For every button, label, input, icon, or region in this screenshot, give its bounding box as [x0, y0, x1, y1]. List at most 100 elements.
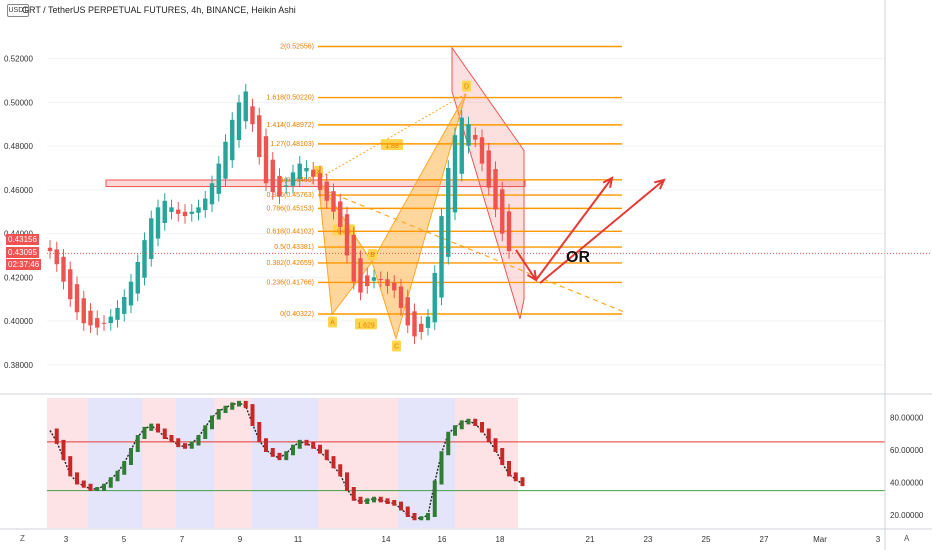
prev-price-label: 0.43156: [6, 234, 39, 245]
osc-bar: [399, 501, 403, 511]
pattern-point-label: C: [394, 344, 399, 351]
candle-body: [358, 258, 363, 293]
osc-bar: [54, 428, 59, 444]
candle-body: [392, 282, 397, 291]
candle-body: [115, 307, 120, 320]
candle-body: [398, 286, 404, 308]
arrow-up-near: [535, 177, 613, 281]
osc-bar: [372, 496, 376, 503]
fib-level-label: 0(0.40322): [280, 311, 314, 318]
osc-band-0: [47, 398, 88, 528]
candle-body: [317, 173, 323, 190]
indicator-background-bands: [47, 398, 518, 528]
candle-body: [473, 135, 478, 140]
arrow-down: [515, 249, 537, 281]
candle-body: [81, 298, 86, 324]
osc-bar: [277, 452, 282, 461]
candle-body: [284, 185, 289, 187]
candle-body: [365, 275, 370, 287]
osc-bar: [61, 439, 66, 461]
oscillator-panel: [47, 400, 885, 521]
candle-body: [493, 169, 498, 210]
osc-bar: [176, 438, 181, 448]
osc-bar: [351, 487, 356, 501]
osc-bar: [331, 456, 336, 469]
osc-bar: [264, 438, 268, 452]
candle-body: [74, 284, 80, 313]
price-tick-label: 0.40000: [4, 317, 33, 326]
candle-body: [169, 207, 174, 212]
osc-bar: [95, 487, 100, 491]
fib-level-label: 0.886(0.45763): [267, 192, 314, 199]
candle-body: [182, 211, 188, 217]
osc-bar: [466, 418, 471, 425]
time-tick-label: 7: [180, 535, 185, 544]
osc-bar: [216, 409, 221, 420]
osc-bar: [183, 443, 187, 449]
candle-body: [250, 106, 255, 125]
pattern-point-label: A: [330, 319, 335, 326]
candle-body: [446, 167, 451, 257]
pattern-ratio-box: [355, 318, 377, 330]
pattern-ratio-box: [333, 224, 355, 236]
pattern-ratio-box: [381, 139, 403, 151]
osc-bar: [507, 461, 511, 477]
osc-bar: [169, 435, 174, 443]
time-tick-label: 16: [438, 535, 447, 544]
osc-bar: [162, 428, 167, 439]
osc-bar: [480, 422, 484, 433]
candle-body: [439, 216, 444, 298]
candle-body: [324, 181, 329, 201]
osc-bar: [486, 428, 491, 443]
fib-level-label: 0.5(0.43381): [274, 244, 314, 251]
auto-scale-toggle[interactable]: A: [904, 534, 910, 543]
candle-body: [88, 310, 93, 326]
osc-bar: [237, 400, 241, 407]
osc-bar: [493, 438, 498, 452]
pattern-bcd: [371, 93, 467, 341]
candle-body: [479, 137, 485, 164]
grid: [47, 58, 885, 366]
osc-band-5: [252, 398, 318, 528]
osc-bar: [378, 496, 383, 503]
osc-band-7: [398, 398, 455, 528]
time-tick-label: 25: [702, 535, 711, 544]
osc-bar: [392, 500, 397, 506]
time-tick-label: 3: [876, 535, 881, 544]
osc-bar: [520, 477, 525, 487]
candle-body: [196, 207, 201, 213]
zoom-toggle[interactable]: Z: [20, 534, 25, 543]
pattern-point-label: B: [370, 252, 375, 259]
osc-band-2: [142, 398, 176, 528]
candle-body: [176, 209, 181, 214]
candle-body: [149, 218, 154, 259]
candle-body: [270, 159, 275, 193]
time-tick-label: 18: [496, 535, 505, 544]
osc-bar: [88, 483, 93, 491]
osc-bar: [311, 441, 316, 449]
osc-bar: [68, 456, 73, 477]
fib-level-label: 0.236(0.41766): [267, 279, 314, 286]
currency-badge[interactable]: USDT: [7, 4, 29, 17]
pattern-ratio-label: 1.629: [357, 322, 375, 329]
osc-tick-label: 40.00000: [890, 479, 924, 488]
candle-body: [290, 172, 296, 186]
candle-body: [189, 211, 194, 214]
osc-bar: [338, 464, 343, 477]
candle-body: [425, 316, 431, 328]
osc-bar: [304, 439, 309, 446]
candle-body: [297, 163, 302, 180]
osc-bar: [459, 420, 464, 430]
osc-bar: [297, 439, 302, 449]
or-annotation: OR: [566, 249, 590, 266]
candle-body: [311, 169, 316, 177]
candle-body: [203, 198, 208, 211]
osc-bar: [412, 513, 417, 521]
arrow-up-near-head: [602, 176, 614, 189]
osc-band-4: [214, 398, 252, 528]
osc-bar: [257, 422, 262, 443]
fib-level-label: 0.618(0.44102): [267, 228, 314, 235]
time-tick-label: 9: [238, 535, 243, 544]
candle-body: [331, 191, 336, 212]
osc-bar: [149, 423, 154, 431]
